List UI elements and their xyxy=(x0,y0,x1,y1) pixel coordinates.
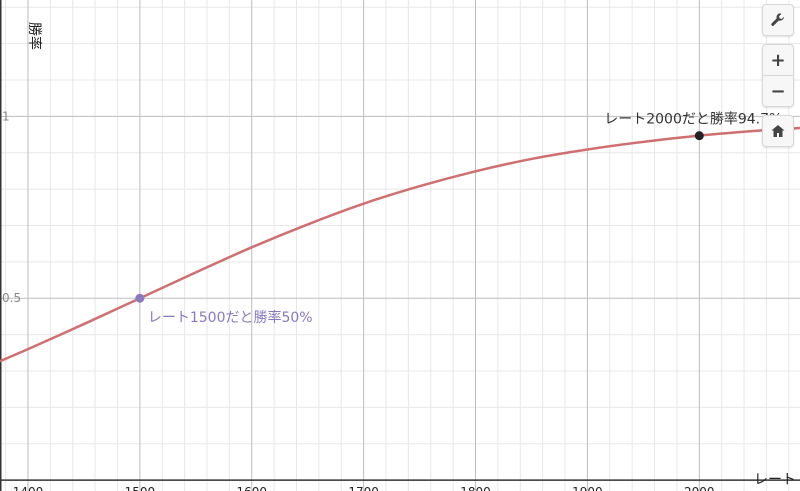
x-axis-label: レート xyxy=(754,472,796,488)
x-tick-label: 1900 xyxy=(572,485,603,491)
settings-button[interactable] xyxy=(762,4,794,36)
home-button[interactable] xyxy=(762,115,794,147)
series-layer xyxy=(0,126,800,363)
point-annotation: レート1500だと勝率50% xyxy=(148,309,313,326)
zoom-controls: + − xyxy=(762,44,794,107)
point-annotation: レート2000だと勝率94.7% xyxy=(604,111,782,128)
series-line xyxy=(0,126,800,363)
data-point xyxy=(135,293,145,303)
plus-icon: + xyxy=(770,49,786,71)
x-tick-label: 1600 xyxy=(236,485,267,491)
x-tick-label: 2000 xyxy=(684,485,715,491)
zoom-in-button[interactable]: + xyxy=(762,44,794,76)
wrench-icon xyxy=(770,12,786,28)
y-axis-label: 勝率 xyxy=(26,22,43,50)
zoom-out-button[interactable]: − xyxy=(762,76,794,107)
data-point xyxy=(694,131,704,141)
y-tick-label: 0.5 xyxy=(2,291,21,305)
graph-toolbar: + − xyxy=(762,4,794,147)
x-tick-label: 1400 xyxy=(13,485,44,491)
x-tick-label: 1700 xyxy=(348,485,379,491)
x-tick-label: 1800 xyxy=(460,485,491,491)
home-icon xyxy=(770,123,786,139)
y-tick-label: 1 xyxy=(2,109,10,123)
tick-labels: 1400 1500 1600 1700 1800 1900 2000 0.5 1 xyxy=(2,109,715,491)
x-tick-label: 1500 xyxy=(125,485,156,491)
minus-icon: − xyxy=(770,80,786,102)
points-layer: レート1500だと勝率50% レート2000だと勝率94.7% xyxy=(135,111,782,326)
